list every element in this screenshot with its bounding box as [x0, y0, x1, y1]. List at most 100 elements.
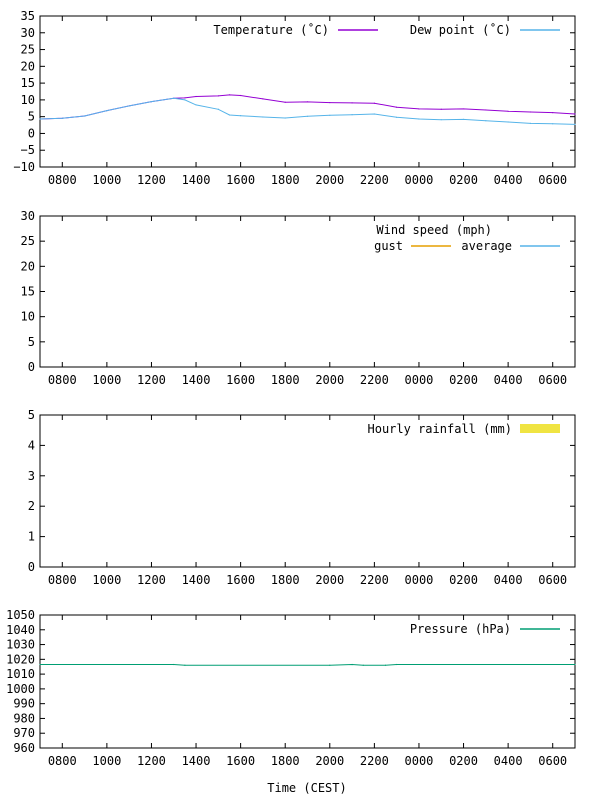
- y-tick-label: −10: [13, 160, 35, 174]
- data-point: [173, 97, 175, 99]
- data-point: [418, 118, 420, 120]
- x-tick-label: 1800: [271, 573, 300, 587]
- data-point: [507, 121, 509, 123]
- data-point: [306, 101, 309, 103]
- data-point: [529, 111, 532, 113]
- x-tick-label: 0000: [405, 373, 434, 387]
- chart-panel-4: 1050104010301020101010009909809709600800…: [6, 608, 576, 768]
- y-tick-label: 960: [13, 741, 35, 755]
- data-point: [574, 663, 576, 666]
- x-tick-label: 0000: [405, 754, 434, 768]
- y-tick-label: 20: [21, 59, 35, 73]
- data-point: [440, 108, 442, 110]
- plot-frame: [39, 414, 576, 568]
- data-point: [83, 115, 86, 117]
- x-tick-label: 1400: [182, 173, 211, 187]
- data-point: [39, 663, 41, 666]
- y-tick-label: 10: [21, 93, 35, 107]
- x-tick-label: 0600: [538, 573, 567, 587]
- x-tick-label: 2200: [360, 173, 389, 187]
- data-point: [217, 95, 219, 97]
- data-point: [396, 116, 398, 118]
- x-tick-label: 0200: [449, 373, 478, 387]
- x-tick-label: 1400: [182, 573, 211, 587]
- y-tick-label: 0: [28, 360, 35, 374]
- data-point: [128, 105, 130, 107]
- data-point: [362, 664, 364, 666]
- x-tick-label: 1800: [271, 754, 300, 768]
- y-tick-label: 970: [13, 726, 35, 740]
- data-point: [373, 102, 375, 104]
- y-tick-label: 1: [28, 530, 35, 544]
- y-tick-label: 25: [21, 234, 35, 248]
- chart-panel-3: 5 4 3 2 1 0 0800 1000 1200 1400 1600 1800 2000 2200 00…: [28, 408, 576, 587]
- data-point: [61, 117, 63, 119]
- y-tick-label: 5: [28, 335, 35, 349]
- x-tick-label: 1800: [271, 173, 300, 187]
- chart-panel-2: 30 25 20 15 10 5 0 0800 1000 1200 1400 1600 1800 2000…: [21, 209, 576, 387]
- y-tick-label: 1000: [6, 682, 35, 696]
- x-tick-label: 0600: [538, 173, 567, 187]
- data-point: [106, 110, 108, 112]
- y-tick-label: 1030: [6, 638, 35, 652]
- data-point: [384, 664, 387, 666]
- y-tick-label: −5: [21, 143, 35, 157]
- x-tick-label: 0600: [538, 754, 567, 768]
- data-point: [228, 114, 231, 116]
- data-point: [284, 101, 286, 103]
- data-point: [329, 664, 331, 666]
- data-point: [373, 113, 375, 115]
- data-point: [418, 108, 420, 110]
- x-axis-title: Time (CEST): [267, 781, 346, 795]
- y-tick-label: 1010: [6, 667, 35, 681]
- legend-label: Hourly rainfall (mm): [368, 422, 513, 436]
- data-point: [173, 663, 175, 666]
- data-point: [150, 100, 153, 103]
- data-point: [184, 97, 186, 99]
- data-point: [262, 98, 264, 100]
- x-tick-label: 2000: [315, 573, 344, 587]
- data-point: [284, 117, 286, 119]
- data-point: [240, 115, 242, 117]
- y-tick-label: 30: [21, 209, 35, 223]
- x-tick-label: 2000: [315, 373, 344, 387]
- x-tick-label: 0200: [449, 173, 478, 187]
- y-tick-label: 990: [13, 697, 35, 711]
- x-tick-label: 0800: [48, 573, 77, 587]
- legend-label: average: [461, 239, 512, 253]
- y-tick-label: 35: [21, 9, 35, 23]
- legend-label: gust: [374, 239, 403, 253]
- legend-swatch: [520, 424, 560, 433]
- y-tick-label: 1020: [6, 652, 35, 666]
- data-point: [485, 120, 487, 122]
- data-point: [552, 112, 554, 114]
- x-tick-label: 1400: [182, 373, 211, 387]
- x-tick-label: 0200: [449, 754, 478, 768]
- data-point: [306, 115, 309, 117]
- y-tick-label: 5: [28, 408, 35, 422]
- data-point: [184, 99, 186, 101]
- x-tick-label: 1800: [271, 373, 300, 387]
- legend-label: Pressure (hPa): [410, 622, 511, 636]
- data-point: [507, 110, 509, 112]
- y-tick-label: 15: [21, 76, 35, 90]
- x-tick-label: 2000: [315, 173, 344, 187]
- x-tick-label: 1000: [92, 754, 121, 768]
- plot-frame: [39, 15, 576, 168]
- data-point: [39, 118, 41, 120]
- x-tick-label: 1600: [226, 173, 255, 187]
- x-tick-label: 1400: [182, 754, 211, 768]
- x-tick-label: 1200: [137, 573, 166, 587]
- y-tick-label: 10: [21, 310, 35, 324]
- y-tick-label: 2: [28, 499, 35, 513]
- plot-frame: [39, 614, 576, 749]
- x-tick-label: 0400: [494, 373, 523, 387]
- x-tick-label: 0600: [538, 373, 567, 387]
- data-point: [574, 123, 576, 125]
- x-tick-label: 1000: [92, 573, 121, 587]
- x-tick-label: 1000: [92, 373, 121, 387]
- data-point: [552, 123, 554, 125]
- chart-panel-1: 35 30 25 20 15 10 5 0 −5 −10 0800 1000 1200 1400 1600 1…: [13, 9, 576, 187]
- x-tick-label: 0400: [494, 573, 523, 587]
- data-point: [485, 109, 487, 111]
